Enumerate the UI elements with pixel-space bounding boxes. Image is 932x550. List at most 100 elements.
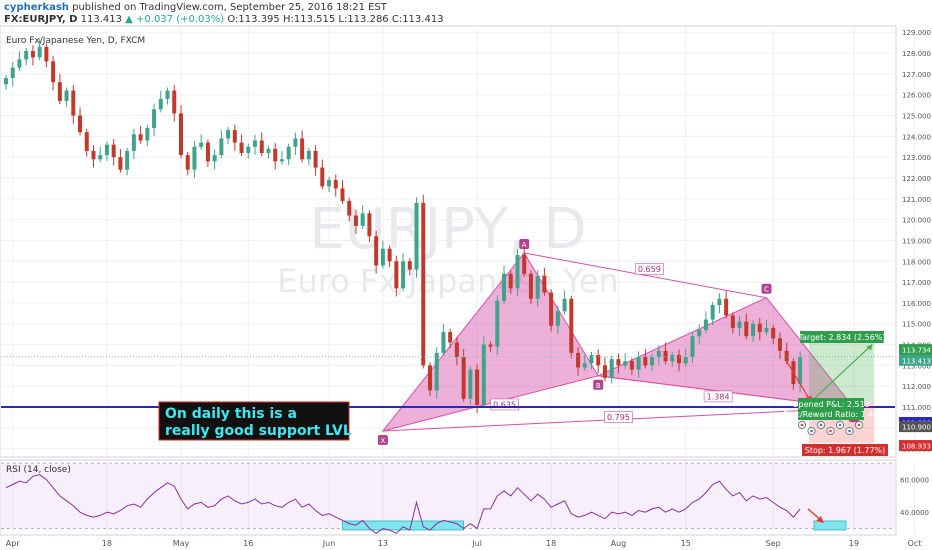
candle-body	[643, 357, 648, 366]
candle-body	[744, 321, 749, 337]
price-pane	[0, 25, 897, 458]
candle-body	[84, 132, 89, 151]
candle-body	[468, 369, 473, 399]
candle-body	[205, 142, 210, 162]
ac-line	[524, 252, 767, 299]
candle-body	[239, 142, 244, 154]
candle-body	[340, 188, 345, 201]
candle-body	[602, 365, 607, 378]
quote-line: FX:EURJPY, D 113.413 ▲ +0.037 (+0.03%) O…	[4, 14, 444, 25]
candle-body	[542, 275, 547, 293]
price-axis-badge[interactable]	[899, 344, 932, 356]
x-tick-label: 13	[378, 539, 388, 548]
author-name[interactable]: cypherkash	[4, 2, 69, 13]
chart-title: Euro Fx/Japanese Yen, D, FXCM	[6, 36, 145, 46]
candle-body	[663, 350, 668, 362]
rsi-tick-label: 40.0000	[900, 509, 929, 517]
candle-body	[461, 357, 466, 399]
pattern-point-badge[interactable]	[519, 238, 530, 249]
candle-body	[710, 305, 715, 320]
candle-body	[515, 255, 520, 289]
x-tick-label: Aug	[611, 539, 627, 548]
event-icon-dot	[800, 423, 804, 427]
candle-body	[37, 46, 42, 58]
change-value: ▲ +0.037 (+0.03%)	[125, 14, 225, 25]
y-tick-label: 121.000	[902, 196, 931, 204]
pattern-point-label: X	[380, 437, 385, 445]
y-tick-label: 128.000	[902, 50, 931, 58]
watermark-name: Euro Fx/Japanese Yen	[277, 262, 619, 300]
candle-body	[798, 357, 803, 385]
candle-body	[764, 327, 769, 333]
candle-body	[448, 332, 453, 343]
candle-body	[286, 146, 291, 160]
rsi-line	[5, 474, 801, 535]
y-tick-label: 111.000	[902, 404, 931, 412]
candle-body	[670, 354, 675, 362]
candle-body	[145, 128, 150, 141]
price-axis-badge[interactable]	[899, 421, 932, 433]
candle-body	[4, 78, 8, 85]
current-highlight[interactable]	[813, 520, 847, 531]
candle-body	[751, 323, 756, 337]
candle-body	[771, 327, 776, 339]
pnl-label-box[interactable]	[798, 398, 864, 420]
candle-body	[784, 350, 789, 362]
ratio-label: 0.795	[607, 413, 630, 422]
candle-body	[199, 142, 204, 147]
candle-body	[111, 144, 116, 158]
rsi-tick-label: 60.0000	[900, 477, 929, 485]
x-tick-label: 19	[849, 539, 859, 548]
y-tick-label: 126.000	[902, 92, 931, 100]
candle-body	[30, 50, 35, 58]
event-icon-dot	[829, 429, 832, 433]
pattern-point-badge[interactable]	[593, 379, 604, 390]
candle-body	[690, 336, 695, 358]
x-tick-label: 18	[102, 539, 112, 548]
time-axis[interactable]: Apr18May16Jun13Jul18Aug15Sep19Oct17	[6, 539, 932, 548]
pattern-point-badge[interactable]	[377, 434, 388, 445]
price-axis[interactable]: 129.000 128.000 127.000 126.000 125.000 124.0…	[899, 29, 932, 454]
candle-body	[576, 352, 581, 368]
candle-body	[185, 155, 190, 170]
candle-body	[259, 140, 264, 154]
candle-body	[138, 134, 143, 141]
ratio-label: 0.635	[493, 400, 516, 409]
candle-body	[232, 130, 237, 143]
candle-body	[737, 321, 742, 328]
y-tick-label: 116.000	[902, 300, 931, 308]
stop-label-box[interactable]	[802, 444, 888, 456]
risk-reward-label: Risk/Reward Ratio: 1.44	[783, 410, 878, 419]
pattern-point-badge[interactable]	[761, 283, 772, 294]
candle-body	[777, 338, 782, 351]
current-price-badge[interactable]	[899, 354, 932, 366]
candle-body	[78, 115, 83, 133]
oversold-highlight[interactable]	[342, 520, 465, 531]
target-label-box[interactable]	[800, 331, 884, 343]
candle-body	[582, 363, 587, 368]
rsi-indicator: 60.0000 40.0000	[1, 462, 929, 535]
candle-body	[279, 159, 284, 162]
candle-body	[212, 155, 217, 162]
candle-body	[273, 148, 278, 162]
annotation-box[interactable]	[158, 401, 350, 441]
candle-body	[616, 359, 621, 366]
candle-body	[454, 342, 459, 358]
candle-body	[172, 90, 177, 114]
event-icon-dot	[810, 429, 813, 433]
publish-line: cypherkash published on TradingView.com,…	[4, 2, 387, 13]
candle-body	[57, 82, 62, 101]
candle-body	[226, 130, 231, 139]
current-price-label: 113.413	[902, 357, 931, 365]
x-tick-label: Jul	[471, 539, 482, 548]
pattern-point-label: C	[764, 286, 769, 294]
x-tick-label: Oct	[908, 539, 922, 548]
price-axis-badge[interactable]	[899, 440, 932, 452]
ohlc-values: O:113.395 H:113.515 L:113.286 C:113.413	[227, 14, 444, 25]
candle-body	[313, 150, 318, 168]
event-icon-dot	[838, 423, 842, 427]
candle-body	[64, 90, 69, 101]
candle-body	[374, 236, 379, 266]
